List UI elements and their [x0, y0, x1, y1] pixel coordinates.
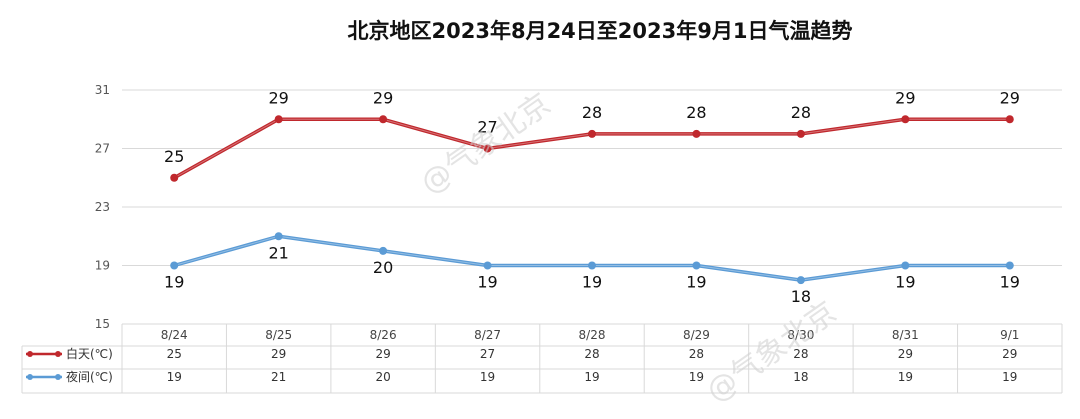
data-label: 20 — [373, 258, 393, 277]
y-tick-label: 27 — [95, 142, 110, 156]
data-label: 19 — [895, 273, 915, 292]
y-tick-label: 19 — [95, 259, 110, 273]
watermark-text-2: @气象北京 — [700, 295, 843, 410]
table-value: 29 — [898, 347, 913, 361]
table-value: 27 — [480, 347, 495, 361]
x-category-label: 8/28 — [579, 328, 606, 342]
table-value: 28 — [793, 347, 808, 361]
data-label: 29 — [1000, 88, 1020, 107]
data-label: 19 — [164, 273, 184, 292]
y-tick-label: 15 — [95, 317, 110, 331]
x-category-label: 8/24 — [161, 328, 188, 342]
watermark-text-1: @气象北京 — [414, 87, 557, 202]
legend-marker — [27, 374, 33, 380]
data-point — [901, 115, 910, 124]
data-point — [796, 276, 805, 285]
data-label: 18 — [791, 287, 811, 306]
legend-marker — [55, 351, 61, 357]
data-label: 28 — [686, 103, 706, 122]
table-value: 25 — [167, 347, 182, 361]
y-axis-ticks: 15 19 23 27 31 — [95, 83, 110, 331]
legend-marker — [27, 351, 33, 357]
data-point — [274, 232, 283, 241]
data-point — [692, 129, 701, 138]
x-category-label: 8/25 — [265, 328, 292, 342]
data-point — [274, 115, 283, 124]
data-point — [692, 261, 701, 270]
data-labels: 25 29 29 27 28 28 28 29 29 19 21 20 19 19 19 18 19 19 — [164, 88, 1020, 306]
data-table: 8/24 8/25 8/26 8/27 8/28 8/29 8/30 8/31 9/1 白天(℃)… — [21, 324, 1063, 394]
data-point — [588, 261, 596, 270]
data-label: 19 — [582, 273, 602, 292]
data-label: 25 — [164, 147, 184, 166]
table-value: 21 — [271, 370, 286, 384]
data-label: 29 — [373, 88, 393, 107]
table-value: 29 — [271, 347, 286, 361]
data-point — [1005, 261, 1014, 270]
data-point — [1005, 115, 1014, 124]
table-value: 28 — [689, 347, 704, 361]
legend-label: 白天(℃) — [66, 346, 113, 361]
data-point — [379, 115, 388, 124]
data-label: 27 — [477, 118, 497, 137]
data-label: 29 — [268, 88, 288, 107]
table-value: 19 — [584, 370, 599, 384]
data-point — [170, 173, 179, 182]
x-category-label: 8/31 — [892, 328, 919, 342]
table-value: 28 — [584, 347, 599, 361]
data-point — [483, 261, 492, 270]
x-category-label: 8/26 — [370, 328, 397, 342]
series-lines — [170, 115, 1014, 285]
y-tick-label: 31 — [95, 83, 110, 97]
table-value: 19 — [898, 370, 913, 384]
x-category-label: 8/29 — [683, 328, 710, 342]
x-category-label: 9/1 — [1000, 328, 1019, 342]
data-point — [588, 129, 596, 138]
table-value: 19 — [480, 370, 495, 384]
legend-label: 夜间(℃) — [66, 369, 113, 384]
data-point — [901, 261, 910, 270]
y-tick-label: 23 — [95, 200, 110, 214]
table-value: 18 — [793, 370, 808, 384]
table-value: 29 — [375, 347, 390, 361]
data-label: 29 — [895, 88, 915, 107]
table-value: 19 — [689, 370, 704, 384]
data-label: 21 — [268, 243, 288, 262]
data-label: 19 — [477, 273, 497, 292]
data-label: 28 — [582, 103, 602, 122]
data-point — [170, 261, 179, 270]
data-label: 19 — [1000, 273, 1020, 292]
chart-title: 北京地区2023年8月24日至2023年9月1日气温趋势 — [348, 19, 853, 43]
table-value: 19 — [1002, 370, 1017, 384]
legend-marker — [55, 374, 61, 380]
data-label: 19 — [686, 273, 706, 292]
table-value: 19 — [167, 370, 182, 384]
table-value: 29 — [1002, 347, 1017, 361]
data-point — [379, 246, 388, 255]
data-point — [483, 144, 492, 153]
x-category-label: 8/30 — [787, 328, 814, 342]
table-value: 20 — [375, 370, 390, 384]
data-label: 28 — [791, 103, 811, 122]
x-category-label: 8/27 — [474, 328, 501, 342]
data-point — [796, 129, 805, 138]
